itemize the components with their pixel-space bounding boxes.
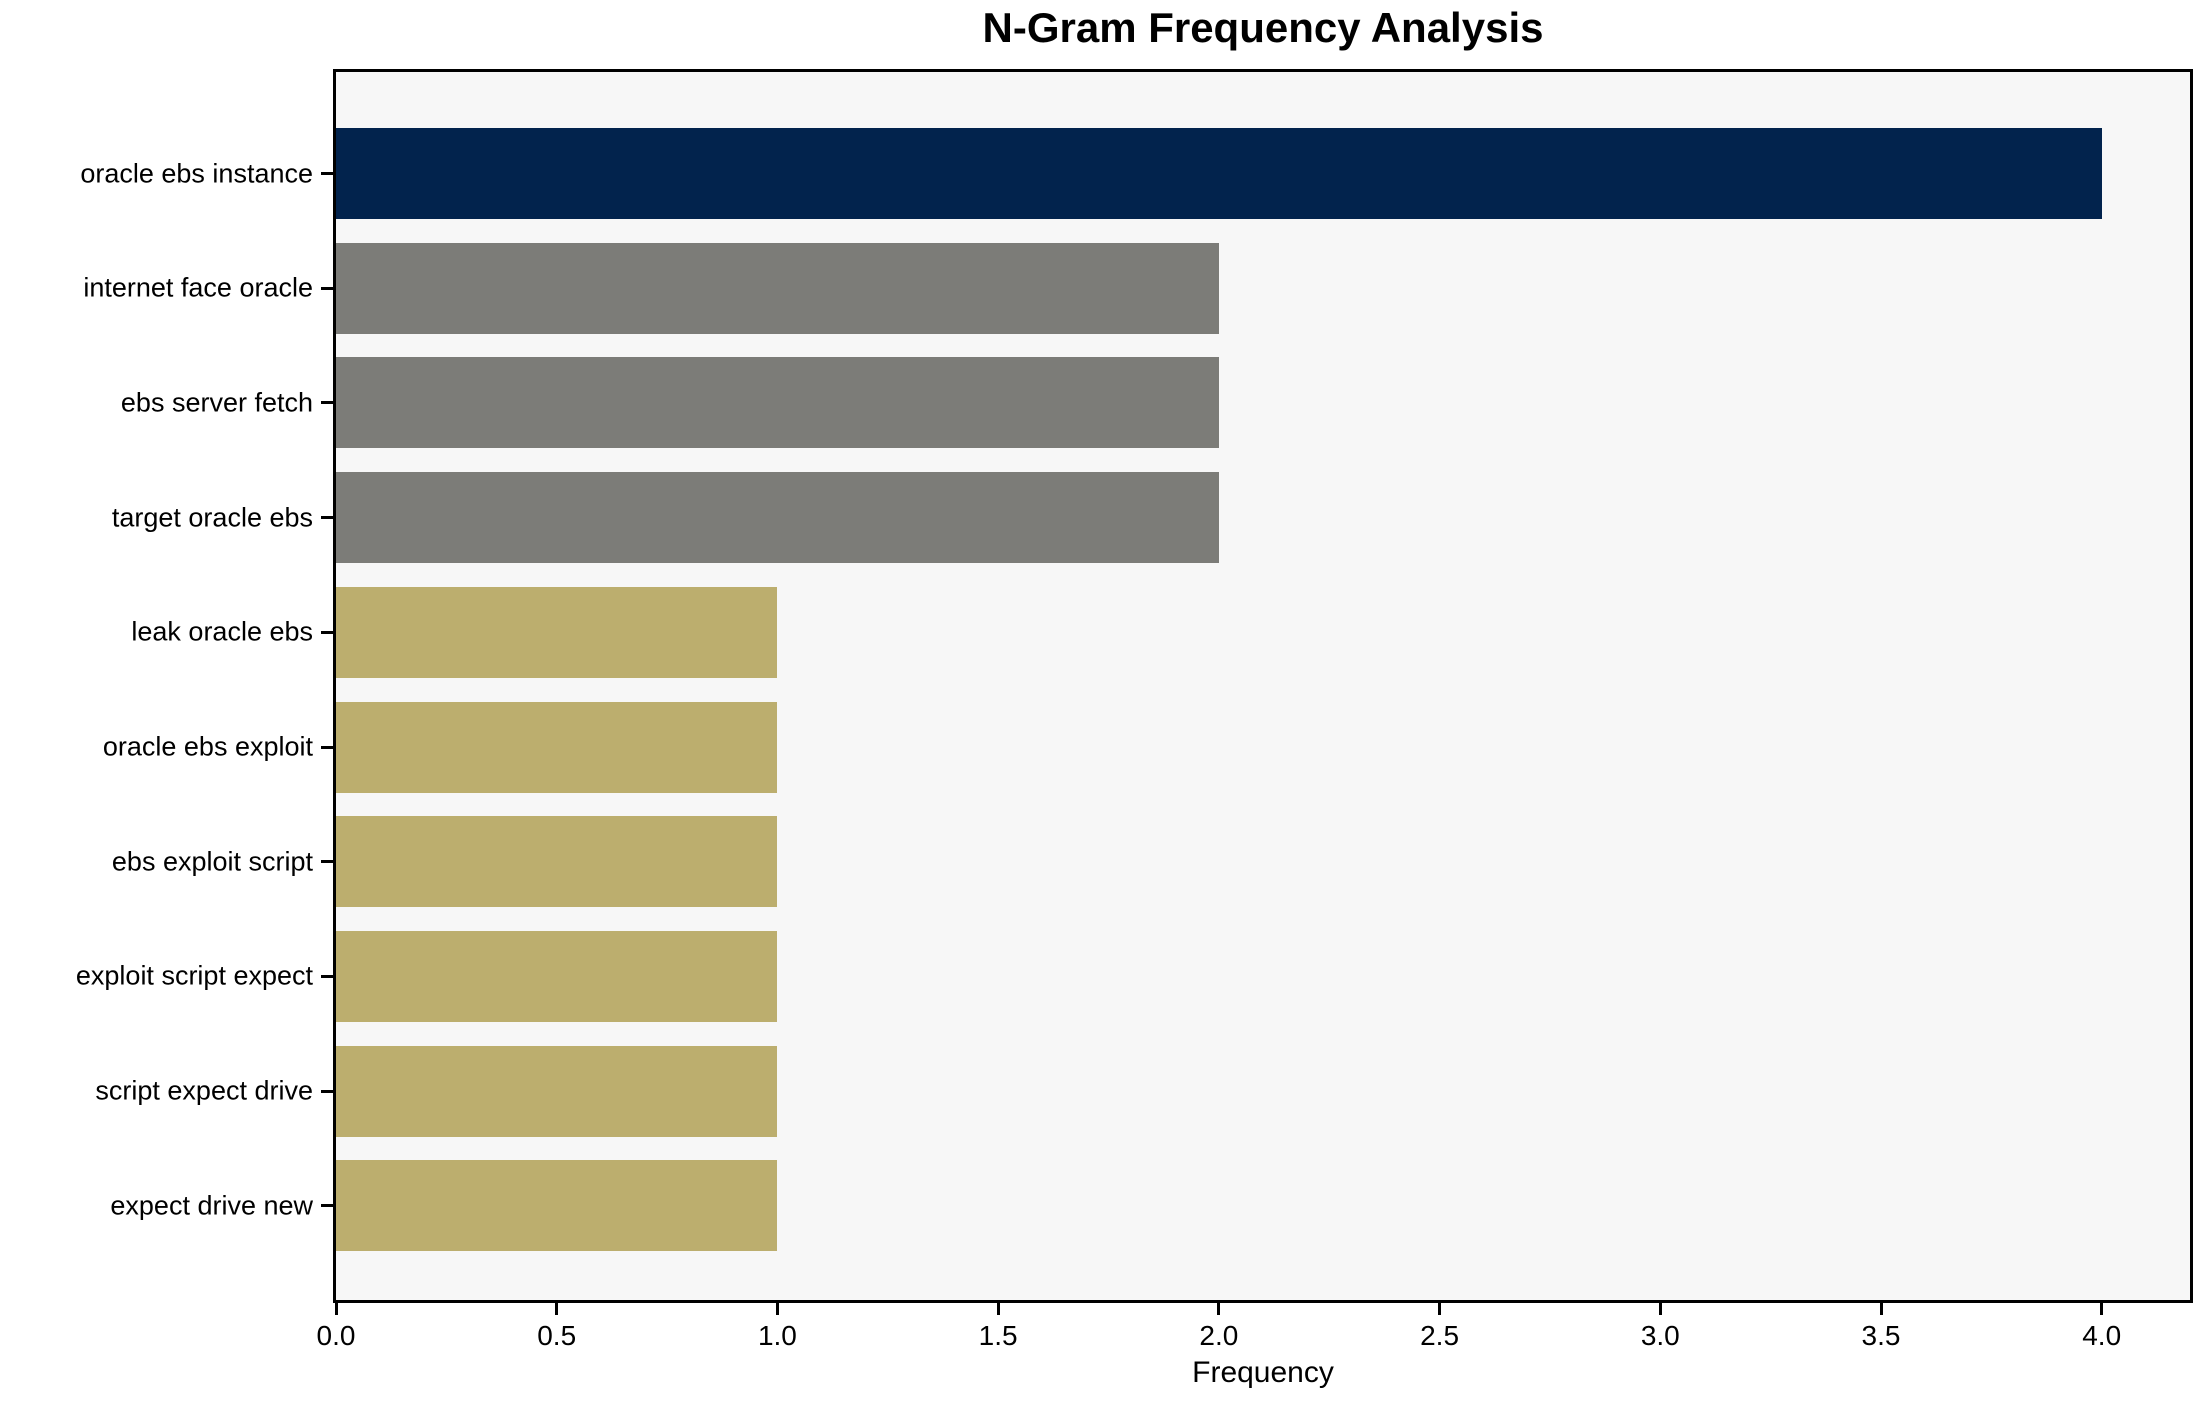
plot-area (333, 69, 2193, 1303)
y-tick-label: exploit script expect (75, 960, 313, 991)
y-tick-label: expect drive new (110, 1190, 313, 1221)
y-tick-mark (321, 516, 333, 520)
x-tick-mark (1879, 1303, 1883, 1315)
y-tick-mark (321, 1089, 333, 1093)
x-tick-mark (1658, 1303, 1662, 1315)
y-tick-label: internet face oracle (83, 272, 313, 303)
x-tick-label: 3.5 (1861, 1320, 1901, 1351)
bar (336, 816, 777, 908)
x-tick-label: 0.0 (316, 1320, 356, 1351)
y-tick-mark (321, 172, 333, 175)
x-tick-mark (2100, 1303, 2104, 1315)
y-tick-mark (321, 1204, 333, 1208)
x-tick-label: 1.0 (757, 1320, 797, 1351)
y-tick-label: oracle ebs exploit (102, 731, 313, 762)
x-tick-label: 3.0 (1640, 1320, 1680, 1351)
x-tick-mark (775, 1303, 779, 1315)
x-tick-label: 2.0 (1199, 1320, 1239, 1351)
y-tick-mark (321, 745, 333, 749)
bar (336, 930, 777, 1022)
x-tick-mark (1217, 1303, 1221, 1315)
bar (336, 1160, 777, 1252)
bar (336, 1045, 777, 1137)
bar (336, 242, 1219, 334)
x-tick-label: 0.5 (537, 1320, 577, 1351)
bar (336, 357, 1219, 449)
x-tick-label: 1.5 (978, 1320, 1018, 1351)
y-tick-label: ebs exploit script (111, 846, 313, 877)
x-tick-mark (996, 1303, 1000, 1315)
x-tick-mark (1438, 1303, 1442, 1315)
y-tick-mark (321, 630, 333, 634)
y-tick-label: oracle ebs instance (80, 158, 313, 188)
y-tick-label: ebs server fetch (120, 387, 313, 418)
y-tick-label: script expect drive (95, 1075, 313, 1106)
y-tick-mark (321, 401, 333, 405)
y-tick-label: target oracle ebs (111, 502, 313, 533)
x-tick-label: 4.0 (2082, 1320, 2122, 1351)
x-tick-mark (555, 1303, 559, 1315)
x-axis-title: Frequency (1192, 1356, 1334, 1389)
bar (336, 586, 777, 678)
bar (336, 128, 2102, 219)
bar (336, 472, 1219, 564)
x-tick-label: 2.5 (1420, 1320, 1460, 1351)
y-tick-mark (321, 860, 333, 864)
y-tick-mark (321, 286, 333, 290)
chart-title: N-Gram Frequency Analysis (982, 4, 1544, 51)
y-tick-label: leak oracle ebs (131, 616, 313, 647)
x-tick-mark (334, 1303, 338, 1315)
bar (336, 701, 777, 793)
y-tick-mark (321, 974, 333, 978)
